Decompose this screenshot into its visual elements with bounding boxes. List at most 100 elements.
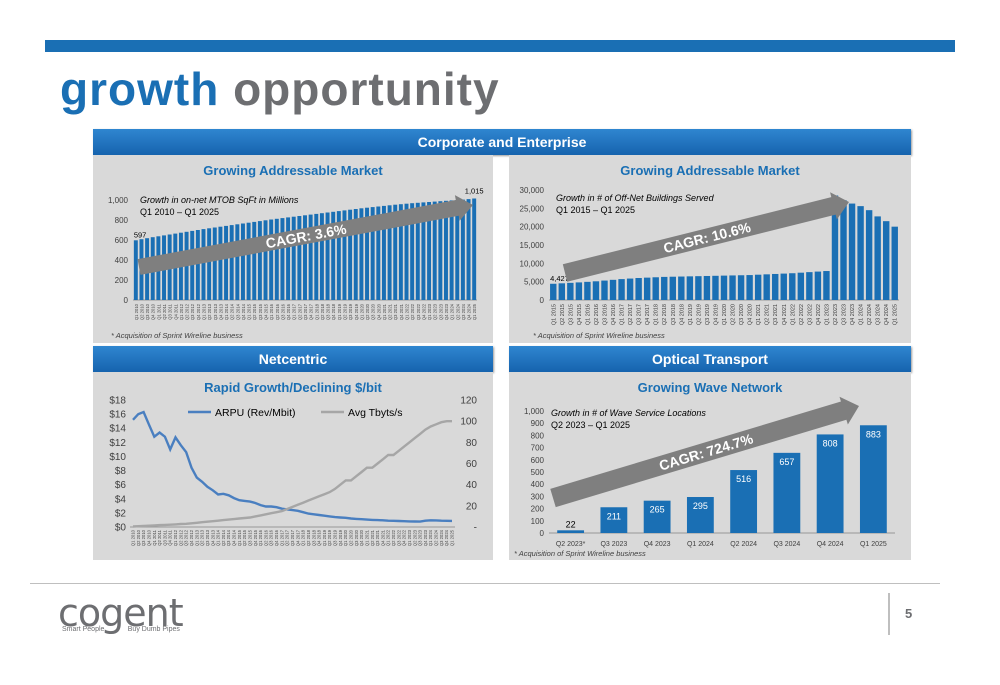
x-tick-label: Q2 2024 [730, 541, 757, 548]
x-tick-label: Q3 2016 [280, 303, 285, 320]
x-tick-label: Q3 2011 [162, 529, 167, 545]
x-tick-label: Q1 2025 [450, 529, 455, 546]
x-tick-label: Q2 2011 [157, 529, 162, 545]
bar [280, 218, 285, 300]
x-tick-label: Q1 2023 [407, 529, 412, 546]
bar [257, 221, 262, 300]
y-tick-label: 800 [531, 431, 545, 440]
y-tick-label: 600 [115, 236, 129, 245]
bar [601, 280, 608, 300]
y-tick-label: 1,000 [108, 196, 129, 205]
offnet-chart-panel: Growing Addressable Market 0 5,000 10,000 15… [509, 155, 911, 343]
bar [891, 226, 898, 300]
x-tick-label: Q2 2024 [434, 529, 439, 546]
bar [773, 452, 801, 533]
y-tick-label: 400 [531, 480, 545, 489]
data-label: 295 [693, 501, 708, 511]
y-tick-label: 700 [531, 444, 545, 453]
mtob-chart-panel: Growing Addressable Market 0 200 400 600 800 1… [93, 155, 493, 343]
y-left-tick-label: $4 [115, 494, 127, 505]
x-tick-label: Q1 2011 [156, 303, 161, 319]
x-tick-label: Q1 2020 [343, 529, 348, 546]
x-tick-label: Q2 2015 [252, 303, 257, 320]
bar [730, 470, 758, 533]
x-tick-label: Q1 2019 [688, 304, 694, 325]
x-tick-label: Q4 2024 [884, 304, 890, 325]
bar [274, 218, 279, 300]
chart-title: Growing Addressable Market [620, 163, 800, 178]
bar [789, 273, 796, 300]
x-tick-label: Q1 2017 [292, 303, 297, 320]
y-left-tick-label: $18 [109, 396, 126, 407]
bar [207, 228, 212, 300]
bar [712, 275, 719, 300]
bar [404, 203, 409, 300]
cogent-logo: cogent Smart People Buy Dumb Pipes [58, 591, 198, 638]
x-tick-label: Q4 2010 [151, 303, 156, 320]
y-tick-label: 900 [531, 419, 545, 428]
footnote: * Acquisition of Sprint Wireline busines… [111, 331, 243, 340]
x-tick-label: Q4 2015 [577, 304, 583, 325]
bar [865, 210, 873, 300]
bar [814, 271, 822, 300]
x-tick-label: Q4 2010 [146, 529, 151, 546]
x-tick-label: Q3 2023 [438, 303, 443, 320]
bar [669, 276, 676, 300]
bar [678, 276, 685, 300]
x-tick-label: Q1 2018 [314, 303, 319, 320]
bar [421, 202, 426, 300]
x-tick-label: Q4 2019 [713, 304, 719, 325]
x-tick-label: Q1 2023 [427, 303, 432, 320]
x-tick-label: Q4 2015 [253, 529, 258, 546]
bar [618, 279, 625, 300]
x-tick-label: Q2 2016 [594, 304, 600, 325]
y-tick-label: 0 [540, 296, 545, 305]
x-tick-label: Q2 2018 [320, 303, 325, 320]
annotation-line-1: Growth in # of Off-Net Buildings Served [556, 193, 715, 203]
x-tick-label: Q1 2022 [790, 304, 796, 325]
bar [575, 282, 583, 300]
x-tick-label: Q4 2019 [354, 303, 359, 320]
footnote: * Acquisition of Sprint Wireline busines… [533, 331, 665, 340]
bar [427, 202, 432, 300]
bar [557, 530, 585, 533]
x-tick-label: Q2 2017 [297, 303, 302, 320]
x-tick-label: Q2 2016 [275, 303, 280, 320]
x-tick-label: Q3 2024 [876, 304, 882, 325]
x-tick-label: Q2 2010 [139, 303, 144, 320]
footnote: * Acquisition of Sprint Wireline busines… [514, 549, 646, 558]
x-tick-label: Q2 2014 [221, 529, 226, 546]
x-tick-label: Q1 2025 [472, 303, 477, 320]
top-accent-bar [45, 40, 955, 52]
bar [195, 230, 200, 300]
bar [190, 230, 195, 300]
bar [398, 204, 403, 300]
arpu-chart-panel: Rapid Growth/Declining $/bit $0 $2 $4 $6 $8 $1… [93, 372, 493, 560]
bar [720, 275, 728, 300]
bar [652, 277, 659, 300]
bar [567, 282, 574, 300]
bar [600, 507, 628, 533]
netcentric-header: Netcentric [93, 346, 493, 372]
x-tick-label: Q4 2016 [611, 304, 617, 325]
y-right-tick-label: 20 [466, 501, 478, 512]
y-left-tick-label: $16 [109, 410, 126, 421]
bar [472, 198, 477, 300]
bar [365, 207, 370, 300]
y-left-tick-label: $0 [115, 523, 127, 534]
x-tick-label: Q2 2013 [207, 303, 212, 320]
x-tick-label: Q4 2015 [264, 303, 269, 320]
x-tick-label: Q3 2016 [269, 529, 274, 546]
data-label: 265 [650, 505, 665, 515]
y-left-tick-label: $10 [109, 452, 126, 463]
page-number: 5 [905, 606, 913, 621]
bar [286, 217, 291, 300]
x-tick-label: Q3 2013 [205, 529, 210, 546]
x-tick-label: Q1 2012 [179, 303, 184, 320]
data-label: 22 [566, 519, 576, 529]
x-tick-label: Q2 2018 [306, 529, 311, 546]
x-tick-label: Q4 2019 [338, 529, 343, 546]
x-tick-label: Q2 2020 [348, 529, 353, 546]
bar [393, 204, 398, 300]
x-tick-label: Q4 2024 [467, 303, 472, 320]
